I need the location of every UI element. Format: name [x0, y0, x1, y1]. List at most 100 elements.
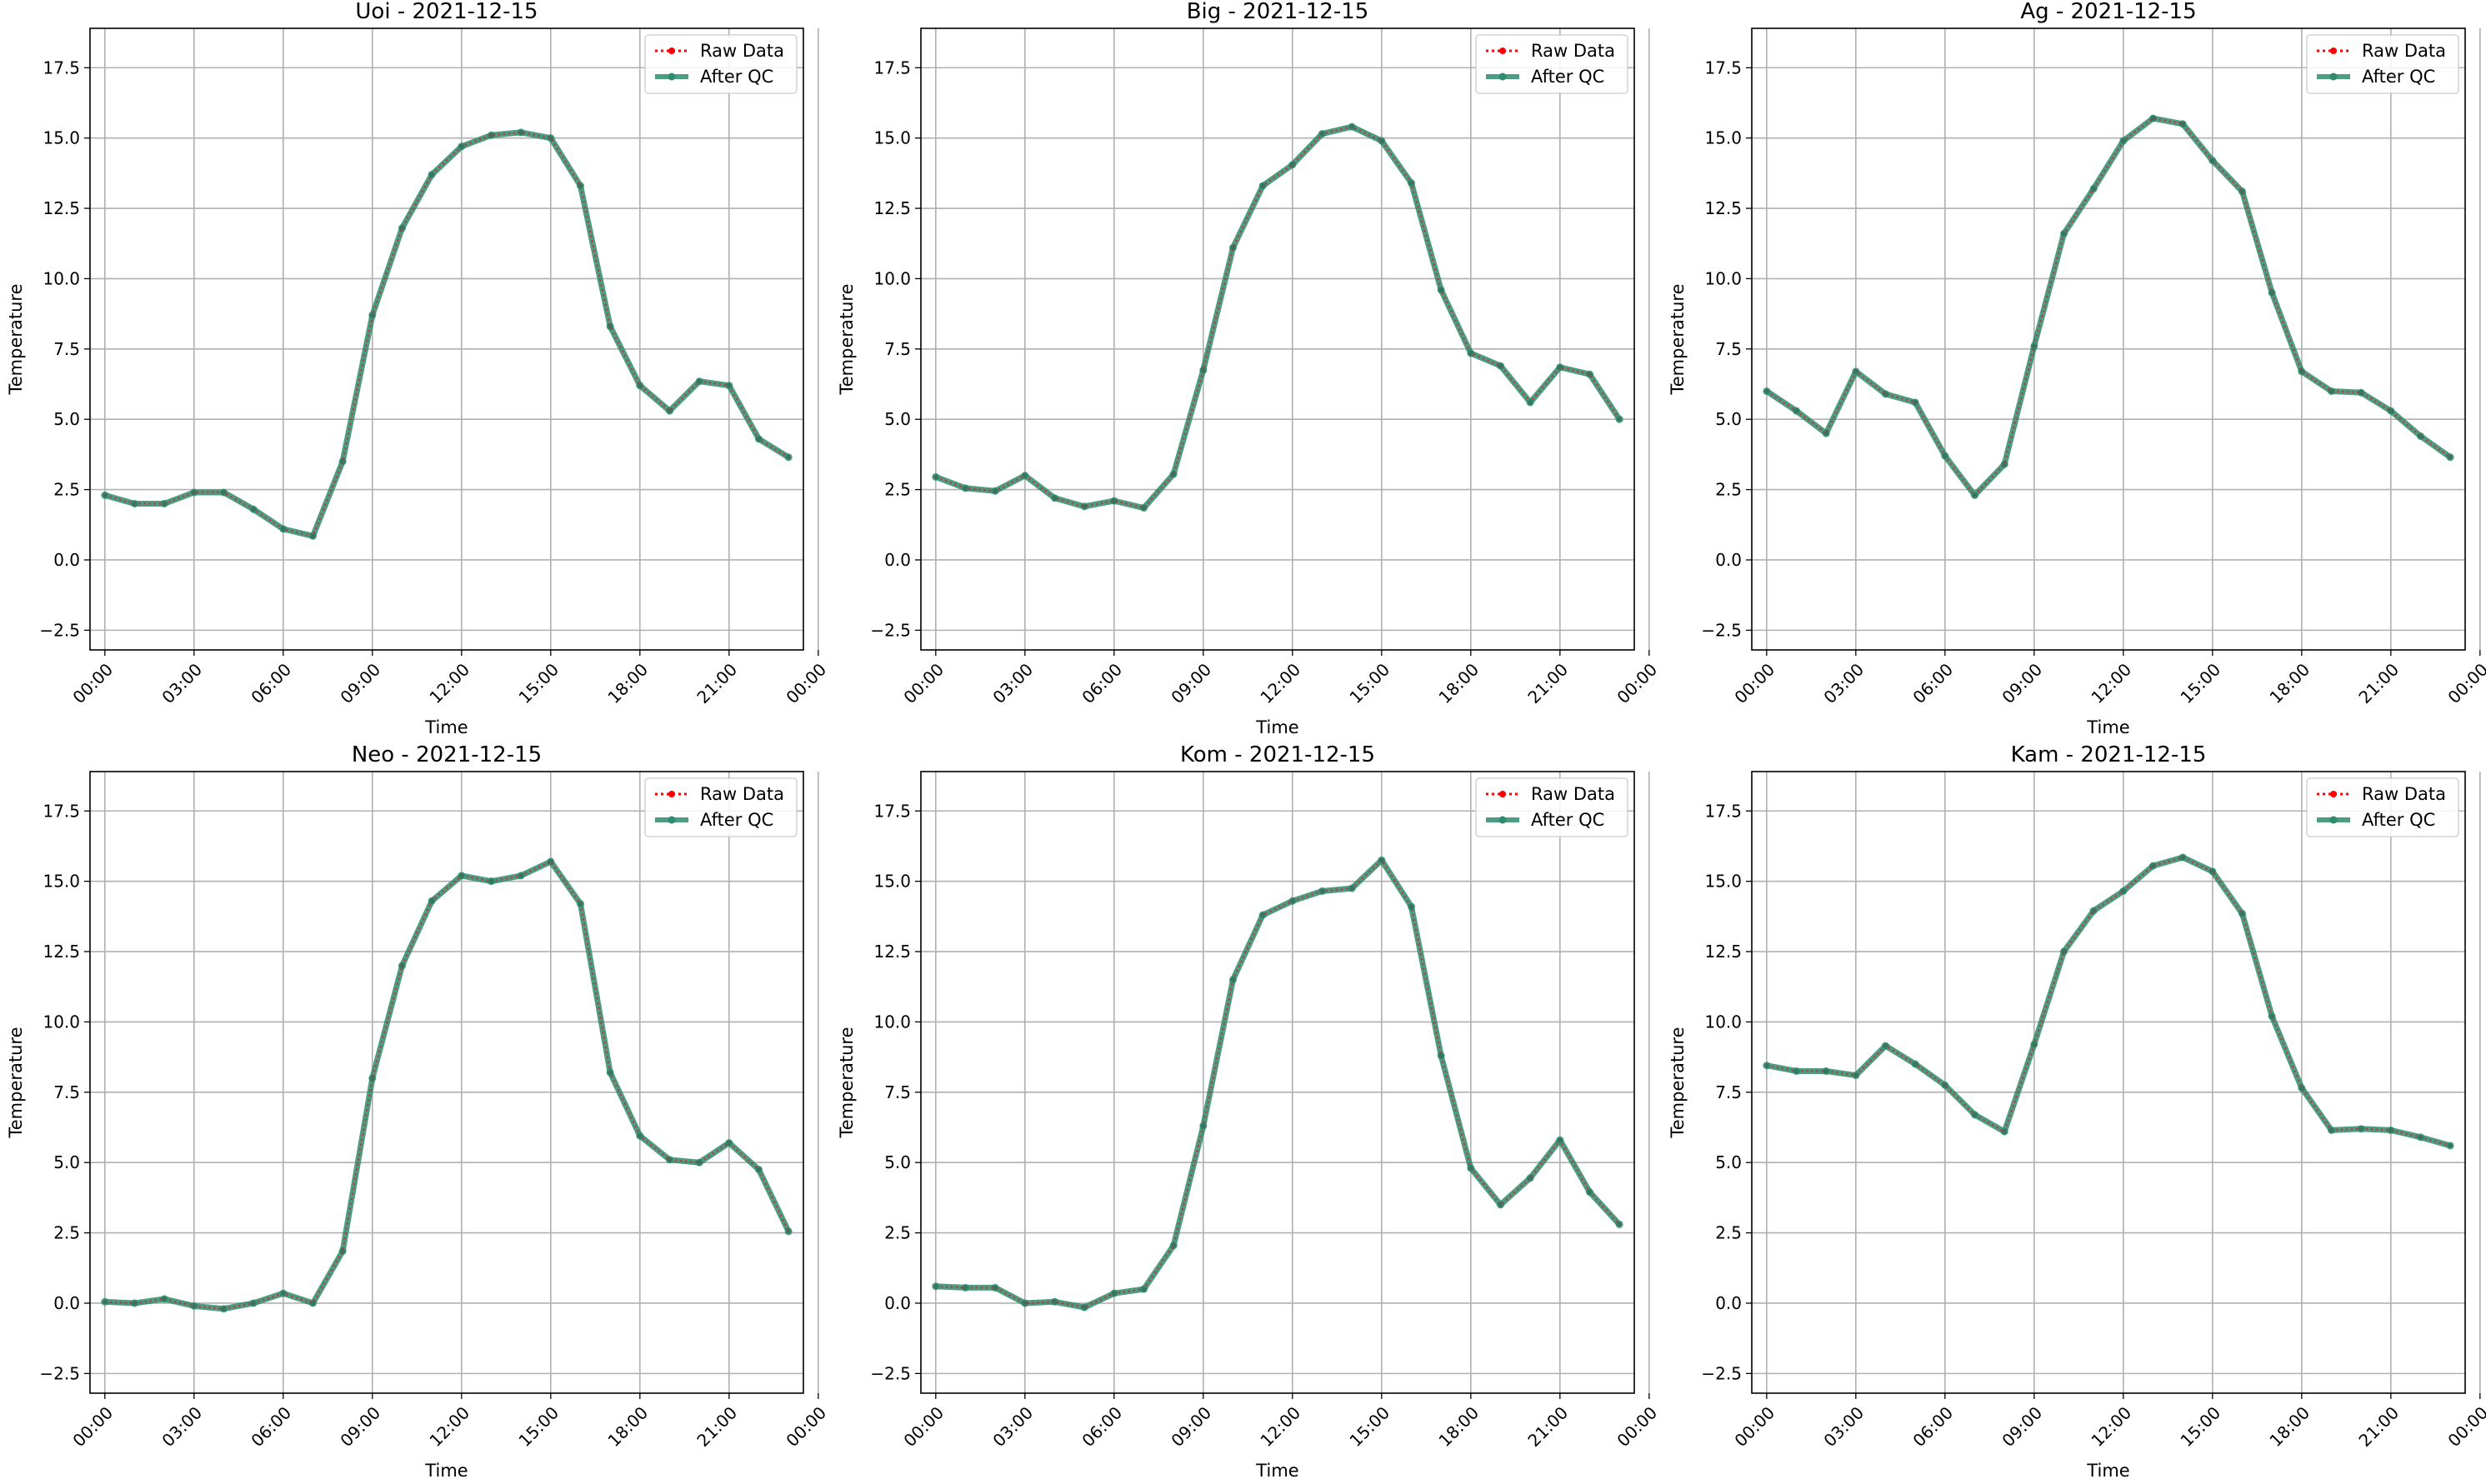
x-tick-label: 00:00 [1730, 1402, 1778, 1451]
y-tick-label: 7.5 [1715, 1082, 1742, 1102]
data-point-raw-data [756, 1167, 762, 1172]
data-point-raw-data [993, 488, 998, 493]
chart-panel: −2.5 0.0 2.5 5.0 7.5 10.0 12.5 15.0 17.5 00:00 03:… [837, 0, 1661, 737]
x-tick-label: 12:00 [1256, 659, 1304, 707]
chart-title: Ag - 2021-12-15 [2020, 0, 2196, 24]
y-tick-label: 10.0 [43, 1012, 80, 1032]
y-axis-label: Temperature [837, 283, 857, 395]
axes-frame [1751, 27, 2466, 651]
data-point-raw-data [2448, 1143, 2453, 1148]
x-tick-label: 15:00 [514, 659, 563, 707]
x-tick-label: 12:00 [425, 659, 473, 707]
data-point-raw-data [578, 183, 583, 188]
y-tick-label: −2.5 [39, 1363, 80, 1383]
data-point-raw-data [2299, 1086, 2304, 1091]
y-tick-label: 2.5 [53, 1223, 80, 1243]
x-tick-label: 15:00 [1345, 659, 1393, 707]
x-tick-label: 21:00 [2354, 1402, 2403, 1451]
data-point-raw-data [221, 1307, 227, 1312]
data-point-raw-data [2210, 869, 2215, 874]
x-tick-label: 15:00 [514, 1402, 563, 1451]
data-point-raw-data [1201, 367, 1206, 372]
x-tick-label: 12:00 [2087, 1402, 2135, 1451]
y-axis-label: Temperature [6, 283, 26, 395]
legend-label-raw-data: Raw Data [1531, 784, 1615, 804]
x-tick-label: 00:00 [899, 659, 948, 707]
data-point-raw-data [608, 1070, 613, 1075]
data-point-raw-data [2269, 1014, 2274, 1019]
data-point-raw-data [1201, 1123, 1206, 1128]
data-point-raw-data [963, 486, 968, 491]
y-tick-label: 2.5 [1715, 480, 1742, 500]
legend: Raw Data After QC [1475, 777, 1628, 837]
legend-marker-after-qc [2329, 72, 2338, 81]
x-axis-label: Time [2086, 717, 2129, 737]
data-point-raw-data [429, 898, 434, 903]
data-point-raw-data [697, 379, 702, 384]
legend-marker-after-qc [668, 72, 676, 81]
legend-marker-after-qc [1498, 816, 1507, 824]
plot-area [1752, 28, 2465, 650]
y-tick-label: 15.0 [873, 872, 911, 892]
x-tick-label: 21:00 [693, 1402, 741, 1451]
data-point-raw-data [548, 136, 553, 141]
x-tick-label: 18:00 [1434, 1402, 1483, 1451]
data-point-raw-data [2328, 1127, 2334, 1132]
data-point-raw-data [2358, 1127, 2363, 1132]
legend-label-raw-data: Raw Data [700, 784, 784, 804]
data-point-raw-data [786, 1229, 791, 1234]
legend-label-after-qc: After QC [1531, 67, 1604, 87]
data-point-raw-data [2121, 138, 2126, 143]
data-point-raw-data [518, 873, 523, 878]
data-point-raw-data [2002, 1129, 2007, 1134]
plot-area [921, 28, 1634, 650]
y-tick-label: 2.5 [53, 480, 80, 500]
x-axis-label: Time [1255, 1461, 1298, 1481]
data-point-raw-data [2091, 908, 2096, 913]
data-point-raw-data [1913, 400, 1918, 405]
data-point-raw-data [2239, 189, 2245, 194]
legend-label-raw-data: Raw Data [2362, 784, 2446, 804]
data-point-raw-data [1379, 857, 1384, 862]
y-tick-label: 7.5 [1715, 339, 1742, 359]
data-point-raw-data [1972, 492, 1978, 497]
axes-frame [1751, 771, 2466, 1394]
data-point-raw-data [1972, 1112, 1978, 1117]
y-tick-label: 0.0 [53, 550, 80, 570]
x-tick-label: 06:00 [247, 659, 295, 707]
y-tick-label: 10.0 [873, 268, 911, 288]
data-point-raw-data [399, 226, 405, 231]
x-tick-label: 21:00 [2354, 659, 2403, 707]
y-axis-label: Temperature [6, 1027, 26, 1138]
data-point-raw-data [132, 501, 138, 507]
data-point-raw-data [2091, 186, 2096, 192]
legend-label-after-qc: After QC [700, 67, 773, 87]
data-point-raw-data [1141, 1287, 1147, 1292]
y-tick-label: 12.5 [873, 198, 911, 218]
data-point-raw-data [1438, 287, 1443, 292]
y-tick-label: 15.0 [43, 872, 80, 892]
y-tick-label: 5.0 [53, 1152, 80, 1172]
axes-frame [89, 771, 804, 1394]
legend-label-after-qc: After QC [1531, 810, 1604, 830]
data-point-raw-data [1082, 504, 1087, 509]
data-point-raw-data [192, 1303, 197, 1308]
data-point-raw-data [2002, 462, 2007, 467]
y-tick-label: −2.5 [870, 1363, 911, 1383]
x-tick-label: 03:00 [988, 1402, 1037, 1451]
x-tick-label: 03:00 [1819, 1402, 1868, 1451]
legend-marker-raw-data [2330, 47, 2337, 54]
data-point-raw-data [518, 130, 523, 135]
y-tick-label: −2.5 [39, 620, 80, 640]
data-point-raw-data [1943, 1082, 1948, 1087]
y-tick-label: −2.5 [1701, 620, 1742, 640]
data-point-raw-data [251, 1301, 256, 1306]
data-point-raw-data [2061, 949, 2067, 954]
x-tick-label: 15:00 [2176, 659, 2224, 707]
y-tick-label: 5.0 [53, 409, 80, 429]
x-tick-label: 03:00 [158, 659, 206, 707]
data-point-raw-data [2358, 390, 2363, 395]
data-point-raw-data [2061, 231, 2067, 237]
plot-area [90, 28, 803, 650]
x-tick-label: 09:00 [1998, 1402, 2046, 1451]
